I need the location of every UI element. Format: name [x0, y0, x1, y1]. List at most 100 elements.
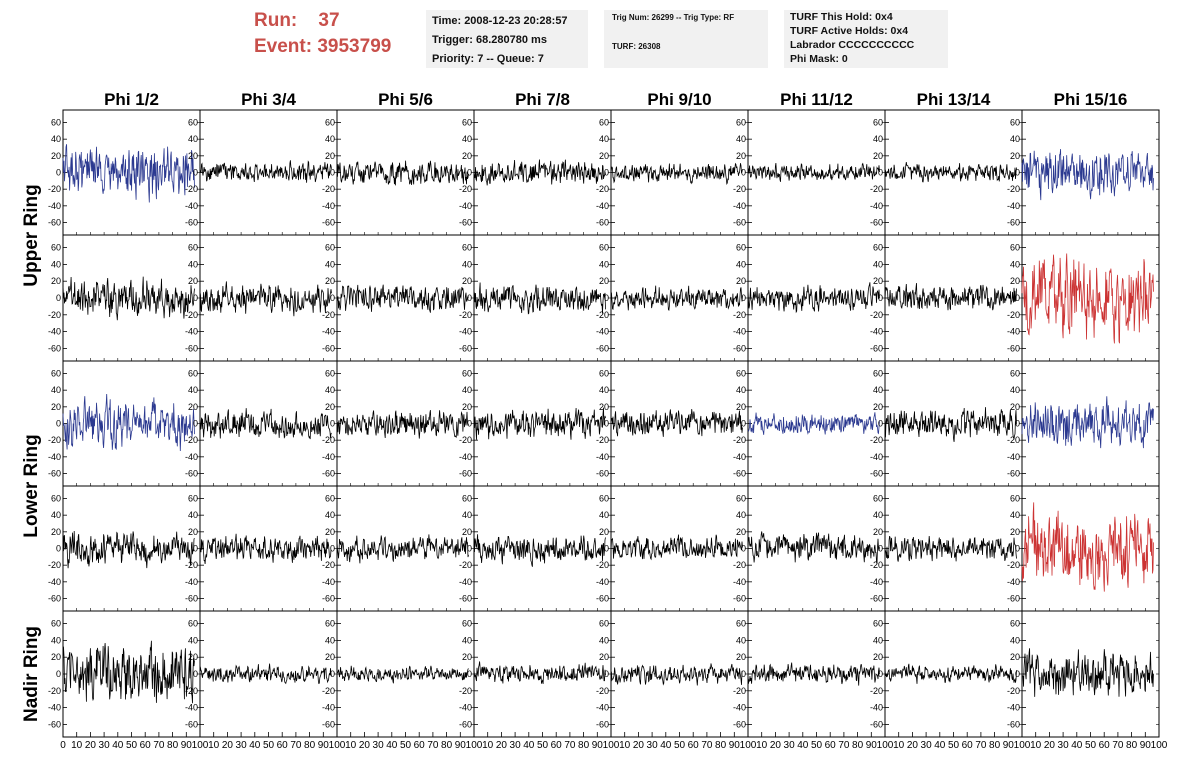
y-tick-label: 0	[1015, 293, 1020, 303]
y-tick-label: 60	[736, 369, 746, 379]
y-tick-label: 20	[325, 402, 335, 412]
waveform-trace	[473, 534, 606, 567]
y-tick-label: -40	[185, 577, 198, 587]
run-row: Run: 37	[254, 8, 391, 34]
y-tick-label: -40	[48, 577, 61, 587]
waveform-trace	[199, 281, 332, 317]
y-tick-label: -40	[1007, 703, 1020, 713]
y-tick-label: 20	[325, 276, 335, 286]
x-tick-label: 70	[290, 740, 302, 751]
run-label: Run:	[254, 10, 298, 31]
y-tick-label: -60	[459, 469, 472, 479]
y-tick-label: 0	[604, 544, 609, 554]
panel-r2-c7: 60 40 20 0 -20 -40 -60	[870, 234, 1023, 362]
x-tick-label: 80	[852, 740, 864, 751]
y-tick-label: -40	[185, 201, 198, 211]
x-tick-label: 50	[811, 740, 823, 751]
y-tick-label: 40	[736, 259, 746, 269]
y-tick-label: 60	[51, 369, 61, 379]
waveform-trace	[884, 407, 1017, 442]
x-tick-label: 30	[1058, 740, 1070, 751]
x-tick-label: 70	[975, 740, 987, 751]
waveform-trace	[473, 661, 606, 685]
y-tick-label: -20	[322, 686, 335, 696]
y-tick-label: 60	[1010, 494, 1020, 504]
y-tick-label: 0	[330, 168, 335, 178]
y-tick-label: -60	[185, 218, 198, 228]
panel-r2-c8: 60 40 20 0 -20 -40 -60	[1007, 234, 1160, 362]
y-tick-label: 0	[741, 168, 746, 178]
y-tick-label: -20	[733, 560, 746, 570]
y-tick-label: -60	[459, 719, 472, 729]
waveform-trace	[1021, 648, 1154, 697]
waveform-trace	[62, 276, 195, 321]
y-tick-label: 0	[1015, 168, 1020, 178]
y-tick-label: 0	[193, 419, 198, 429]
y-tick-label: -60	[185, 594, 198, 604]
x-tick-label: 70	[427, 740, 439, 751]
y-tick-label: -40	[322, 201, 335, 211]
panel-r3-c5: 60 40 20 0 -20 -40 -60	[596, 360, 749, 487]
x-tick-label: 40	[112, 740, 124, 751]
y-tick-label: 0	[330, 293, 335, 303]
y-tick-label: -20	[596, 560, 609, 570]
x-tick-label: 100	[877, 740, 894, 751]
x-tick-label: 100	[740, 740, 757, 751]
y-tick-label: 40	[1010, 510, 1020, 520]
x-tick-label: 60	[414, 740, 426, 751]
y-tick-label: 40	[188, 385, 198, 395]
x-tick-label: 100	[466, 740, 483, 751]
y-tick-label: -40	[322, 703, 335, 713]
y-tick-label: -20	[870, 435, 883, 445]
y-tick-label: 40	[1010, 635, 1020, 645]
y-tick-label: 0	[330, 419, 335, 429]
y-tick-label: 20	[1010, 652, 1020, 662]
y-tick-label: 0	[56, 293, 61, 303]
x-tick-label: 50	[537, 740, 549, 751]
y-tick-label: -40	[322, 452, 335, 462]
panel-r2-c1: 60 40 20 0 -20 -40 -60	[48, 234, 201, 362]
waveform-trace	[62, 530, 195, 569]
event-row: Event: 3953799	[254, 34, 391, 60]
panel-frame	[473, 485, 612, 612]
y-tick-label: -40	[185, 703, 198, 713]
x-tick-label: 10	[208, 740, 220, 751]
y-tick-label: -20	[1007, 686, 1020, 696]
x-tick-label: 80	[1126, 740, 1138, 751]
y-tick-label: 60	[873, 243, 883, 253]
x-tick-label: 40	[523, 740, 535, 751]
y-tick-label: 20	[736, 151, 746, 161]
y-tick-label: 40	[736, 385, 746, 395]
waveform-trace	[610, 409, 743, 437]
panel-r4-c3: 60 40 20 0 -20 -40 -60	[322, 485, 475, 612]
trig-num-text: Trig Num: 26299 -- Trig Type: RF	[612, 13, 735, 22]
y-tick-label: -20	[322, 310, 335, 320]
y-tick-label: 20	[736, 402, 746, 412]
y-tick-label: -20	[322, 560, 335, 570]
y-tick-label: 0	[878, 669, 883, 679]
y-tick-label: 0	[1015, 419, 1020, 429]
y-tick-label: 20	[599, 151, 609, 161]
y-tick-label: 20	[873, 151, 883, 161]
y-tick-label: -60	[1007, 218, 1020, 228]
y-tick-label: -40	[459, 703, 472, 713]
x-tick-label: 20	[1044, 740, 1056, 751]
y-tick-label: 60	[873, 494, 883, 504]
x-tick-label: 60	[551, 740, 563, 751]
x-tick-label: 70	[701, 740, 713, 751]
y-tick-label: 20	[462, 527, 472, 537]
x-tick-label: 40	[934, 740, 946, 751]
panel-frame	[1021, 610, 1160, 738]
y-tick-label: 40	[873, 635, 883, 645]
x-tick-label: 100	[603, 740, 620, 751]
x-tick-label: 40	[660, 740, 672, 751]
y-tick-label: -20	[48, 184, 61, 194]
y-tick-label: -60	[459, 218, 472, 228]
y-tick-label: 20	[325, 652, 335, 662]
y-tick-label: 20	[599, 402, 609, 412]
y-tick-label: 40	[736, 134, 746, 144]
x-tick-label: 100	[1151, 740, 1168, 751]
y-tick-label: 60	[599, 369, 609, 379]
